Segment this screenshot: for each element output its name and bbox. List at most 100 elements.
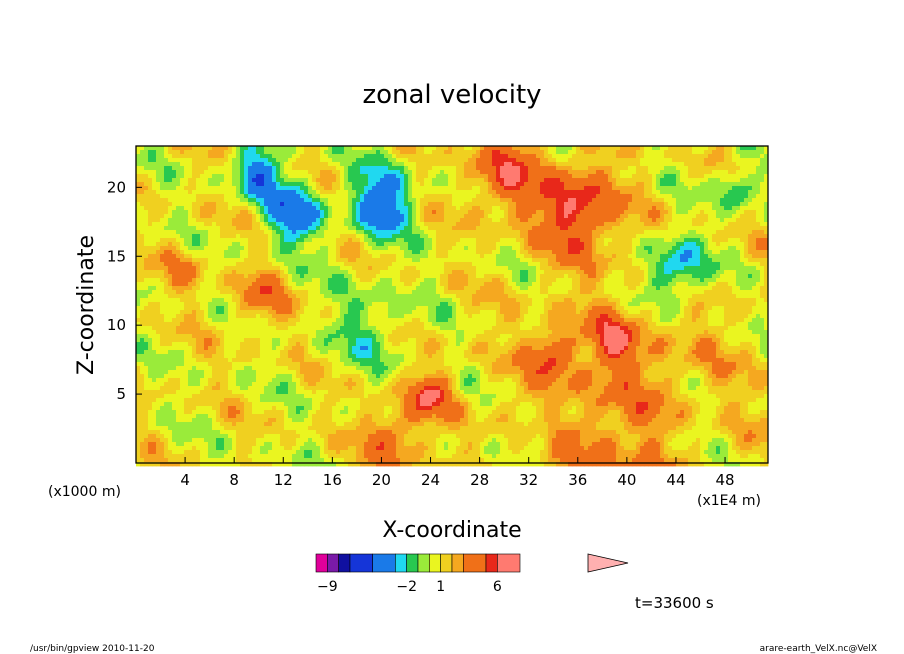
heatmap-cell	[460, 154, 465, 159]
heatmap-cell	[184, 250, 189, 255]
heatmap-cell	[636, 206, 641, 211]
heatmap-cell	[256, 158, 261, 163]
heatmap-cell	[180, 154, 185, 159]
heatmap-cell	[720, 242, 725, 247]
heatmap-cell	[144, 210, 149, 215]
heatmap-cell	[384, 174, 389, 179]
heatmap-cell	[412, 150, 417, 155]
heatmap-cell	[420, 186, 425, 191]
heatmap-cell	[592, 202, 597, 207]
heatmap-cell	[724, 194, 729, 199]
heatmap-cell	[660, 146, 665, 151]
heatmap-cell	[424, 174, 429, 179]
heatmap-cell	[176, 218, 181, 223]
heatmap-cell	[296, 202, 301, 207]
heatmap-cell	[740, 238, 745, 243]
heatmap-cell	[576, 250, 581, 255]
heatmap-cell	[464, 182, 469, 187]
heatmap-cell	[720, 154, 725, 159]
heatmap-cell	[408, 202, 413, 207]
heatmap-cell	[756, 178, 761, 183]
heatmap-cell	[736, 242, 741, 247]
heatmap-cell	[676, 242, 681, 247]
heatmap-cell	[756, 150, 761, 155]
heatmap-cell	[228, 150, 233, 155]
heatmap-cell	[540, 206, 545, 211]
heatmap-cell	[492, 210, 497, 215]
heatmap-cell	[420, 262, 425, 267]
heatmap-cell	[160, 222, 165, 227]
heatmap-cell	[308, 194, 313, 199]
heatmap-cell	[308, 158, 313, 163]
heatmap-cell	[600, 222, 605, 227]
heatmap-cell	[344, 198, 349, 203]
heatmap-cell	[628, 166, 633, 171]
heatmap-cell	[372, 162, 377, 167]
heatmap-cell	[368, 270, 373, 275]
heatmap-cell	[412, 182, 417, 187]
heatmap-cell	[300, 254, 305, 259]
heatmap-cell	[744, 266, 749, 271]
heatmap-cell	[136, 202, 141, 207]
heatmap-cell	[756, 266, 761, 271]
heatmap-cell	[160, 174, 165, 179]
heatmap-cell	[364, 250, 369, 255]
heatmap-cell	[336, 238, 341, 243]
heatmap-cell	[144, 238, 149, 243]
heatmap-cell	[528, 174, 533, 179]
heatmap-cell	[352, 194, 357, 199]
heatmap-cell	[496, 150, 501, 155]
heatmap-cell	[520, 150, 525, 155]
heatmap-cell	[320, 230, 325, 235]
heatmap-cell	[644, 202, 649, 207]
heatmap-cell	[684, 162, 689, 167]
heatmap-cell	[284, 182, 289, 187]
heatmap-cell	[452, 214, 457, 219]
heatmap-cell	[608, 162, 613, 167]
heatmap-cell	[500, 210, 505, 215]
heatmap-cell	[344, 270, 349, 275]
heatmap-cell	[696, 218, 701, 223]
heatmap-cell	[680, 230, 685, 235]
heatmap-cell	[284, 154, 289, 159]
heatmap-cell	[196, 170, 201, 175]
heatmap-cell	[332, 270, 337, 275]
heatmap-cell	[688, 238, 693, 243]
heatmap-cell	[480, 174, 485, 179]
heatmap-cell	[280, 194, 285, 199]
heatmap-cell	[300, 222, 305, 227]
heatmap-cell	[144, 194, 149, 199]
heatmap-cell	[716, 234, 721, 239]
heatmap-cell	[616, 254, 621, 259]
heatmap-cell	[412, 158, 417, 163]
heatmap-cell	[268, 174, 273, 179]
heatmap-cell	[552, 234, 557, 239]
heatmap-cell	[380, 222, 385, 227]
heatmap-cell	[644, 230, 649, 235]
heatmap-cell	[740, 178, 745, 183]
heatmap-cell	[320, 242, 325, 247]
heatmap-cell	[216, 190, 221, 195]
heatmap-cell	[584, 214, 589, 219]
heatmap-cell	[372, 170, 377, 175]
heatmap-cell	[244, 234, 249, 239]
heatmap-cell	[408, 150, 413, 155]
heatmap-cell	[700, 182, 705, 187]
heatmap-cell	[520, 250, 525, 255]
heatmap-cell	[168, 150, 173, 155]
heatmap-cell	[440, 146, 445, 151]
heatmap-cell	[148, 218, 153, 223]
heatmap-cell	[188, 254, 193, 259]
heatmap-cell	[296, 146, 301, 151]
heatmap-cell	[740, 202, 745, 207]
heatmap-cell	[520, 194, 525, 199]
heatmap-cell	[528, 238, 533, 243]
heatmap-cell	[136, 258, 141, 263]
heatmap-cell	[368, 170, 373, 175]
heatmap-cell	[572, 238, 577, 243]
heatmap-cell	[188, 262, 193, 267]
heatmap-cell	[424, 210, 429, 215]
heatmap-cell	[220, 270, 225, 275]
heatmap-cell	[640, 186, 645, 191]
heatmap-cell	[456, 258, 461, 263]
